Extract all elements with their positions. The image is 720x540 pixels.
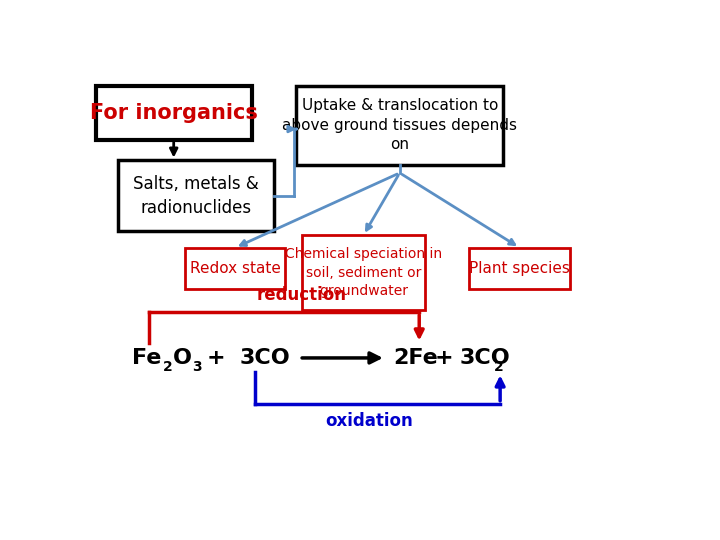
Text: 3CO: 3CO xyxy=(240,348,290,368)
Text: 2Fe: 2Fe xyxy=(393,348,438,368)
FancyBboxPatch shape xyxy=(185,248,285,289)
Text: For inorganics: For inorganics xyxy=(90,103,258,123)
Text: 3CO: 3CO xyxy=(460,348,510,368)
FancyBboxPatch shape xyxy=(469,248,570,289)
Text: Salts, metals &
radionuclides: Salts, metals & radionuclides xyxy=(133,175,259,217)
Text: 3: 3 xyxy=(192,360,202,374)
Text: 2: 2 xyxy=(163,360,172,374)
Text: Uptake & translocation to
above ground tissues depends
on: Uptake & translocation to above ground t… xyxy=(282,98,517,152)
Text: Chemical speciation in
soil, sediment or
groundwater: Chemical speciation in soil, sediment or… xyxy=(285,247,442,298)
FancyBboxPatch shape xyxy=(297,85,503,165)
Text: Fe: Fe xyxy=(132,348,161,368)
FancyBboxPatch shape xyxy=(118,160,274,231)
FancyBboxPatch shape xyxy=(96,85,252,140)
Text: O: O xyxy=(173,348,192,368)
FancyBboxPatch shape xyxy=(302,235,425,310)
Text: reduction: reduction xyxy=(257,286,347,304)
Text: Redox state: Redox state xyxy=(189,261,281,276)
Text: oxidation: oxidation xyxy=(325,412,413,430)
Text: Plant species: Plant species xyxy=(469,261,570,276)
Text: +: + xyxy=(206,348,225,368)
Text: +: + xyxy=(434,348,453,368)
Text: 2: 2 xyxy=(494,360,504,374)
